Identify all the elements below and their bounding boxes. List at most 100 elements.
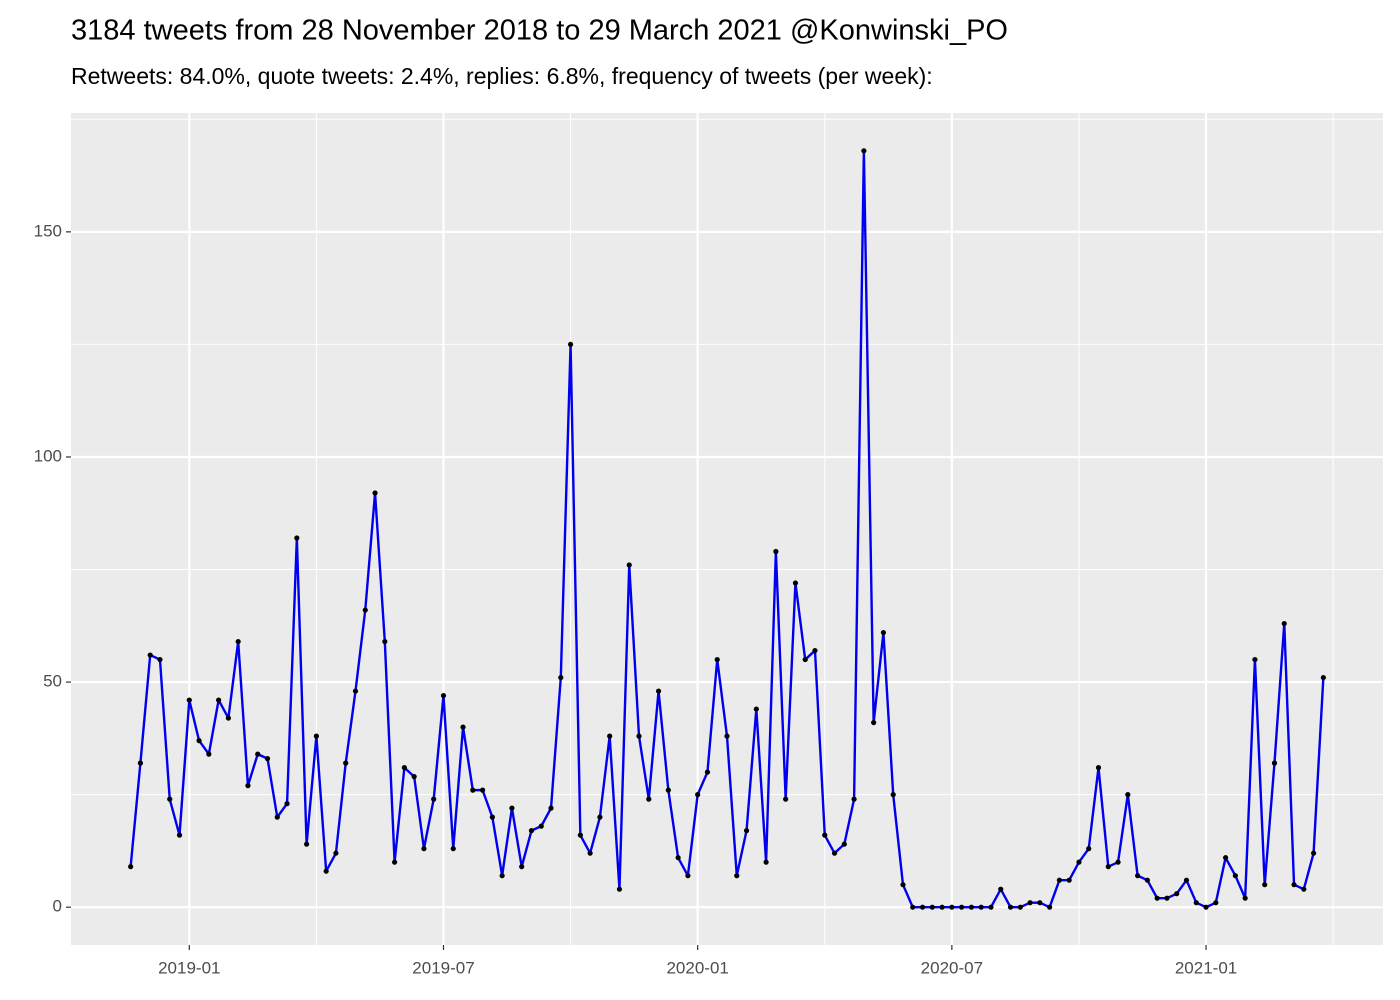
point (1301, 886, 1307, 892)
point (1115, 859, 1121, 865)
point (802, 656, 808, 663)
point (470, 787, 476, 793)
point (1125, 792, 1131, 798)
point (1076, 859, 1082, 865)
point (655, 688, 662, 694)
point (675, 855, 681, 861)
point (489, 814, 495, 820)
point (450, 846, 456, 852)
x-tick-label: 2020-01 (666, 958, 728, 977)
point (313, 733, 319, 739)
point (1213, 900, 1219, 906)
point (479, 787, 486, 793)
point (128, 864, 134, 870)
chart-title: 3184 tweets from 28 November 2018 to 29 … (71, 15, 1008, 47)
chart-subtitle: Retweets: 84.0%, quote tweets: 2.4%, rep… (71, 63, 933, 89)
point (1193, 900, 1199, 906)
point (978, 904, 984, 910)
point (157, 656, 163, 663)
point (548, 805, 554, 811)
point (255, 751, 261, 757)
y-tick-label: 100 (34, 446, 62, 465)
point (831, 850, 838, 856)
point (929, 904, 935, 910)
point (900, 882, 906, 888)
point (968, 904, 975, 910)
point (910, 904, 916, 910)
point (216, 697, 222, 703)
point (1066, 877, 1072, 883)
point (988, 904, 994, 910)
point (753, 706, 759, 712)
point (147, 652, 153, 658)
point (1086, 846, 1092, 852)
point (636, 733, 642, 739)
point (646, 796, 652, 802)
point (734, 873, 740, 879)
point (822, 832, 828, 838)
point (665, 787, 671, 793)
point (176, 832, 183, 838)
point (841, 841, 847, 847)
point (1154, 895, 1160, 901)
point (509, 805, 515, 811)
point (1056, 877, 1062, 883)
point (245, 783, 251, 789)
point (587, 850, 593, 856)
point (1222, 855, 1229, 861)
point (137, 760, 144, 766)
point (225, 715, 232, 721)
point (1164, 895, 1170, 901)
y-tick-label: 150 (34, 221, 62, 240)
point (1203, 904, 1209, 910)
point (1271, 760, 1278, 766)
point (1144, 877, 1150, 883)
panel (71, 113, 1383, 945)
point (362, 607, 368, 613)
point (264, 756, 271, 762)
point (519, 864, 525, 870)
point (1105, 864, 1111, 870)
point (949, 904, 955, 910)
point (1095, 765, 1102, 771)
point (1047, 904, 1053, 910)
x-tick-label: 2021-01 (1175, 958, 1237, 977)
point (939, 904, 945, 910)
point (763, 859, 769, 865)
point (1232, 873, 1238, 879)
point (685, 873, 691, 879)
point (372, 490, 378, 496)
point (812, 647, 818, 654)
point (567, 341, 574, 348)
point (499, 873, 505, 879)
point (411, 774, 417, 780)
y-tick-label: 0 (53, 897, 62, 916)
point (1291, 882, 1297, 888)
point (235, 638, 241, 645)
point (783, 796, 789, 802)
point (1007, 904, 1014, 910)
point (695, 792, 701, 798)
point (1310, 850, 1317, 856)
point (333, 850, 339, 856)
point (1027, 900, 1033, 906)
x-tick-label: 2020-07 (921, 958, 983, 977)
point (343, 760, 349, 766)
point (382, 638, 388, 645)
x-tick-label: 2019-01 (158, 958, 220, 977)
point (704, 769, 711, 775)
point (1252, 656, 1258, 663)
point (352, 688, 359, 694)
point (1281, 620, 1287, 627)
point (431, 796, 437, 802)
point (206, 751, 212, 757)
point (792, 580, 799, 586)
point (1183, 877, 1190, 883)
point (1017, 904, 1023, 910)
point (890, 792, 896, 798)
point (871, 719, 877, 726)
point (167, 796, 173, 802)
point (998, 886, 1004, 892)
point (401, 765, 407, 771)
point (724, 733, 730, 739)
